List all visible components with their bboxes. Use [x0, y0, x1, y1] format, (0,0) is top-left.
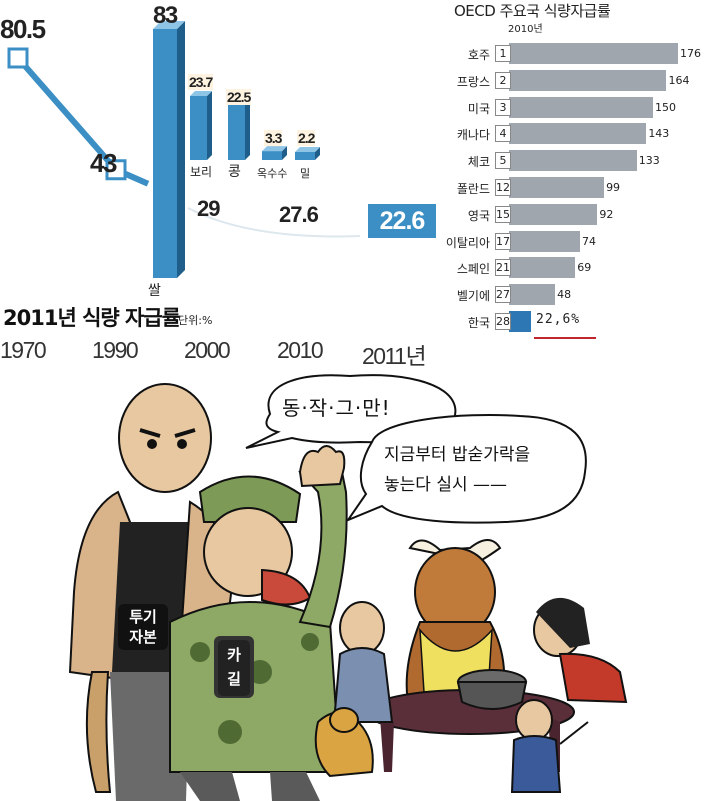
year-label-2000: 2000: [184, 337, 231, 363]
hungry-child: [510, 699, 589, 793]
korea-value-underline: [534, 337, 596, 339]
country-bar: [509, 123, 647, 145]
self-sufficiency-trend-chart: 80.5 43 83 29 27.6 22.6 23.7 22.5 3.3 2.…: [0, 0, 440, 372]
speech-top-text: 동·작·그·만!: [282, 396, 391, 420]
country-bar: [509, 69, 667, 91]
value-label-2000: 29: [197, 196, 221, 221]
year-label-2011: 2011년: [362, 343, 427, 369]
rank-badge: 28: [495, 313, 511, 330]
trend-chart-canvas: [7, 21, 361, 278]
country-label: 프랑스: [456, 74, 490, 89]
trend-line-segment: [15, 56, 119, 172]
country-value-label: 133: [638, 154, 660, 168]
country-bar: [509, 43, 678, 64]
country-label: 호주: [467, 48, 490, 62]
country-bar: [509, 96, 654, 118]
value-label-1990: 43: [90, 148, 117, 178]
value-label-barley: 23.7: [188, 74, 213, 90]
rank-badge: 12: [495, 179, 511, 196]
speech-bubble-right: [345, 414, 587, 524]
oecd-chart-subtitle: 2010년: [508, 24, 543, 35]
rank-badge: 21: [495, 259, 511, 277]
value-label-2010: 27.6: [279, 202, 319, 227]
country-label: 폴란드: [456, 182, 490, 196]
country-bar: [509, 203, 598, 225]
badge-speculative-capital-line-1: 투기: [129, 608, 157, 626]
rank-badge: 1: [495, 45, 511, 62]
rank-badge: 2: [495, 71, 511, 89]
corn-bar: [262, 146, 287, 160]
country-bar: [509, 150, 637, 172]
rank-badge: 4: [495, 125, 511, 143]
rank-badge: 5: [495, 152, 511, 170]
country-value-label: 74: [582, 234, 597, 248]
country-bar: [509, 284, 556, 306]
value-label-wheat: 2.2: [297, 130, 315, 146]
hungry-man: [332, 601, 394, 723]
country-label: 체코: [467, 155, 490, 170]
category-label-barley: 보리: [190, 165, 213, 179]
country-label: 스페인: [456, 262, 490, 277]
unit-label: 단위:%: [178, 314, 213, 327]
country-value-label: 164: [668, 73, 690, 87]
rank-badge: 17: [495, 232, 511, 250]
country-label: 이탈리아: [445, 235, 490, 250]
year-label-2010: 2010: [277, 337, 324, 363]
oecd-chart-title: OECD 주요국 식량자급률: [454, 2, 611, 20]
country-bar: [509, 311, 531, 332]
country-label: 한국: [467, 316, 490, 330]
country-value-label: 92: [599, 207, 614, 221]
country-bar: [509, 177, 605, 198]
cargill-soldier: [169, 445, 348, 801]
speech-right-line-2: 놓는다 실시 ——: [384, 475, 508, 495]
dog: [314, 707, 374, 778]
country-bar: [509, 230, 581, 252]
country-value-label: 99: [606, 181, 621, 194]
barley-bar: [190, 91, 212, 160]
value-label-2011: 22.6: [368, 204, 436, 238]
value-label-corn: 3.3: [264, 130, 282, 146]
country-value-label: 22,6%: [536, 312, 581, 327]
cartoon-illustration: [68, 374, 628, 801]
year-label-1970: 1970: [0, 337, 47, 363]
country-label: 영국: [467, 208, 490, 223]
category-label-rice: 쌀: [148, 283, 161, 299]
editorial-cartoon: 동·작·그·만! 지금부터 밥숟가락을 놓는다 실시 —— 투기 자본 카 길: [0, 372, 706, 801]
country-label: 캐나다: [456, 128, 490, 143]
country-value-label: 48: [557, 288, 572, 302]
trend-point-1990: [105, 159, 127, 181]
rice-bar: [153, 21, 185, 278]
cargill-badge: [218, 640, 250, 696]
category-label-bean: 콩: [228, 164, 241, 180]
year-label-1990: 1990: [92, 337, 139, 363]
speech-right-line-1: 지금부터 밥숟가락을: [384, 445, 531, 465]
wheat-bar: [295, 147, 320, 160]
value-label-bean: 22.5: [226, 89, 251, 105]
hungry-woman: [533, 597, 628, 704]
country-value-label: 143: [648, 127, 670, 141]
badge-speculative-capital-line-2: 자본: [129, 628, 157, 646]
country-value-label: 176: [680, 47, 701, 60]
value-label-rice: 83: [153, 2, 178, 29]
chart-title: 2011년 식량 자급률: [3, 306, 181, 330]
badge-cargill-line-1: 카: [227, 646, 241, 664]
country-value-label: 150: [655, 100, 677, 114]
rank-badge: 15: [495, 205, 511, 223]
value-label-1970: 80.5: [0, 14, 46, 44]
trend-line-segment: [187, 207, 361, 238]
category-label-wheat: 밀: [300, 167, 311, 180]
speculative-capital-badge: [118, 604, 168, 650]
category-label-corn: 옥수수: [257, 167, 288, 180]
rank-badge: 3: [495, 98, 511, 116]
country-bar: [509, 257, 576, 279]
oecd-self-sufficiency-chart: OECD 주요국 식량자급률 2010년: [420, 0, 706, 350]
badge-cargill-line-2: 길: [227, 670, 241, 688]
country-value-label: 69: [577, 261, 592, 275]
rank-badge: 27: [495, 286, 511, 304]
country-label: 미국: [467, 101, 490, 116]
country-label: 벨기에: [456, 289, 490, 304]
trend-point-1970: [7, 47, 29, 69]
